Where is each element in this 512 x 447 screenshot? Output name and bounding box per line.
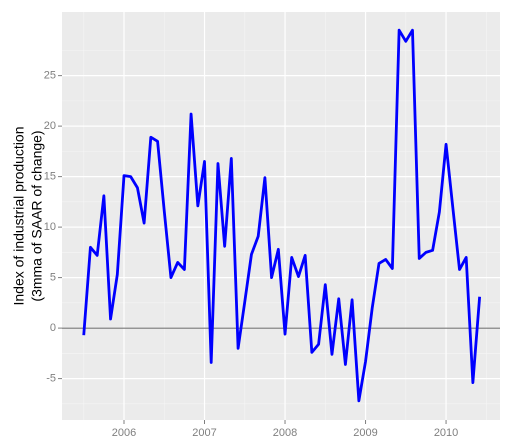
y-tick-label: 15 (44, 171, 56, 183)
y-axis-label: (3mma of SAAR of change) (29, 130, 45, 301)
x-tick-label: 2007 (192, 427, 216, 439)
data-line (82, 28, 482, 403)
y-tick-label: 25 (44, 70, 56, 82)
x-tick-label: 2009 (353, 427, 377, 439)
y-tick-label: 0 (50, 322, 56, 334)
y-tick-label: 5 (50, 272, 56, 284)
plot-background (62, 12, 500, 420)
y-axis-label: Index of industrial production (11, 127, 27, 306)
y-tick-label: 20 (44, 120, 56, 132)
x-tick-label: 2010 (434, 427, 458, 439)
y-tick-label: 10 (44, 221, 56, 233)
x-tick-label: 2008 (273, 427, 297, 439)
y-tick-label: -5 (46, 373, 56, 385)
x-tick-label: 2006 (112, 427, 136, 439)
